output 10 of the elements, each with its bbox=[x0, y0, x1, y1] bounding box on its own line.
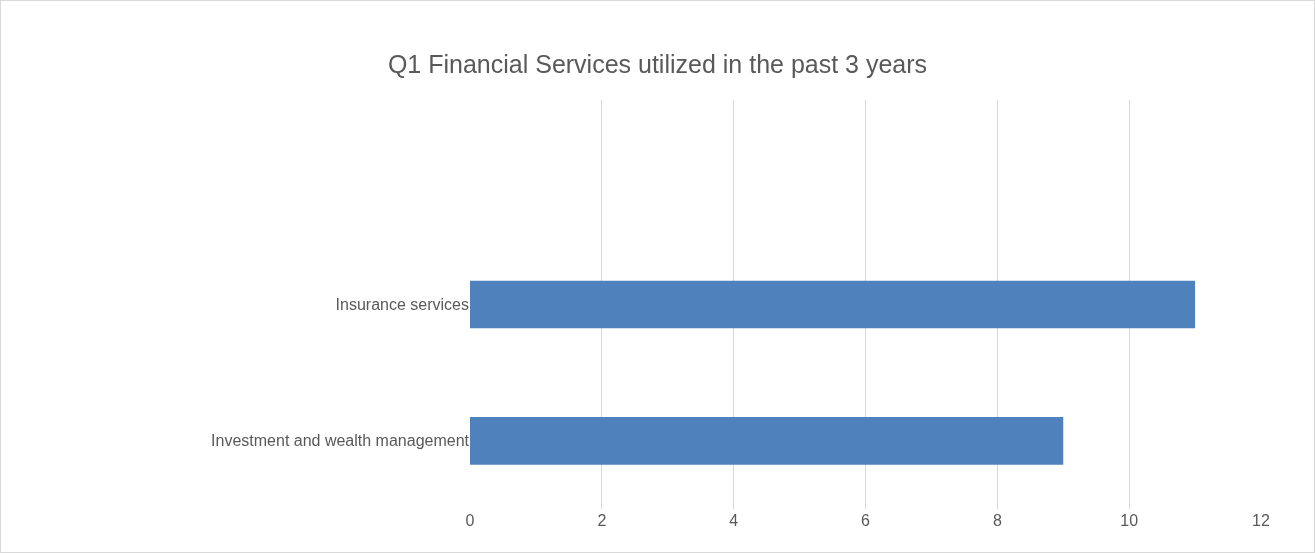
x-tick-label: 6 bbox=[861, 512, 871, 529]
x-tick-label: 0 bbox=[465, 512, 475, 529]
x-tick-label: 12 bbox=[1252, 512, 1270, 529]
chart-title: Q1 Financial Services utilized in the past 3 years bbox=[387, 50, 928, 79]
x-tick-label: 4 bbox=[729, 512, 739, 529]
x-tick-label: 10 bbox=[1120, 512, 1139, 529]
y-tick-label: Insurance services bbox=[335, 296, 469, 314]
y-tick-label: Investment and wealth management bbox=[211, 432, 470, 450]
x-tick-label: 2 bbox=[597, 512, 607, 529]
x-tick-label: 8 bbox=[992, 512, 1002, 529]
